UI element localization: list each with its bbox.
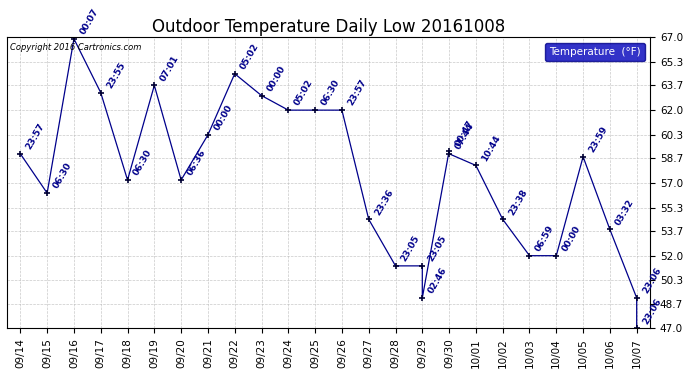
Text: 23:57: 23:57 [346, 78, 368, 107]
Text: 23:06: 23:06 [641, 297, 663, 326]
Text: 07:44: 07:44 [453, 122, 475, 151]
Text: 23:55: 23:55 [105, 61, 127, 90]
Text: 23:06: 23:06 [641, 266, 663, 295]
Text: 02:46: 02:46 [426, 266, 449, 295]
Text: 00:47: 00:47 [453, 119, 475, 148]
Text: 06:30: 06:30 [319, 78, 342, 107]
Text: 07:01: 07:01 [159, 53, 181, 82]
Text: 00:07: 00:07 [78, 7, 100, 36]
Text: 05:02: 05:02 [239, 42, 261, 71]
Text: 00:00: 00:00 [212, 103, 234, 132]
Text: 05:02: 05:02 [293, 78, 315, 107]
Text: 00:00: 00:00 [560, 224, 582, 253]
Text: 00:00: 00:00 [266, 64, 288, 93]
Text: 06:59: 06:59 [533, 224, 555, 253]
Text: 23:05: 23:05 [426, 234, 449, 263]
Text: 06:30: 06:30 [51, 161, 73, 190]
Text: 23:36: 23:36 [373, 187, 395, 216]
Text: 06:30: 06:30 [132, 148, 154, 177]
Legend: Temperature  (°F): Temperature (°F) [545, 42, 645, 61]
Text: 03:32: 03:32 [614, 198, 636, 227]
Text: 23:59: 23:59 [587, 124, 609, 154]
Text: 23:38: 23:38 [507, 187, 529, 216]
Text: Copyright 2016 Cartronics.com: Copyright 2016 Cartronics.com [10, 43, 141, 52]
Text: 23:05: 23:05 [400, 234, 422, 263]
Text: 06:36: 06:36 [186, 148, 207, 177]
Title: Outdoor Temperature Daily Low 20161008: Outdoor Temperature Daily Low 20161008 [152, 18, 505, 36]
Text: 23:57: 23:57 [25, 122, 47, 151]
Text: 10:44: 10:44 [480, 133, 502, 163]
